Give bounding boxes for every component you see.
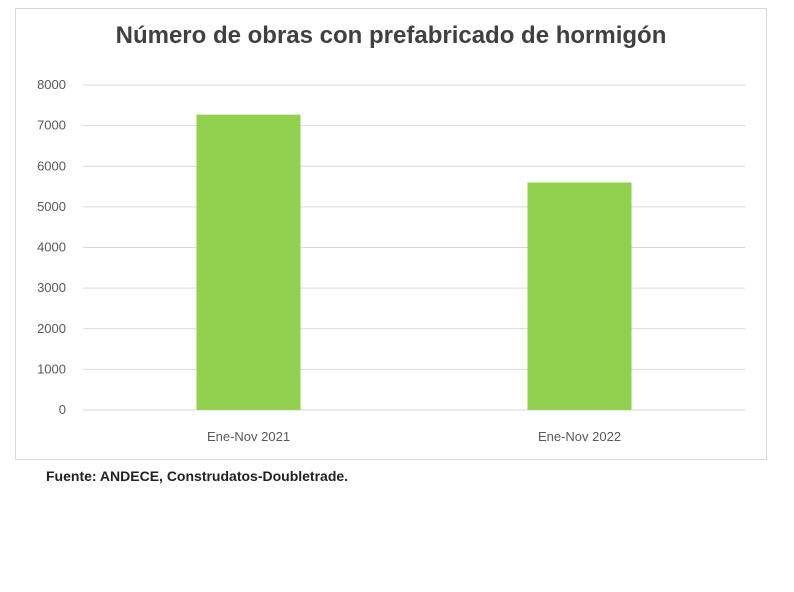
bar [527, 182, 632, 410]
y-tick-label: 7000 [37, 118, 66, 133]
y-tick-label: 6000 [37, 158, 66, 173]
source-note: Fuente: ANDECE, Construdatos-Doubletrade… [46, 468, 349, 484]
x-tick-label: Ene-Nov 2022 [538, 429, 621, 444]
chart-title: Número de obras con prefabricado de horm… [115, 22, 667, 49]
y-axis-ticks: 0 1000 2000 3000 4000 5000 6000 7000 8000 [37, 77, 66, 417]
y-tick-label: 8000 [37, 77, 66, 92]
grid-lines [83, 84, 745, 411]
x-axis-ticks: Ene-Nov 2021 Ene-Nov 2022 [207, 429, 621, 444]
x-tick-label: Ene-Nov 2021 [207, 429, 290, 444]
y-tick-label: 3000 [37, 280, 66, 295]
y-tick-label: 5000 [37, 199, 66, 214]
chart-frame [15, 8, 767, 460]
bar [196, 114, 301, 410]
y-tick-label: 0 [59, 402, 66, 417]
bars [196, 114, 632, 410]
y-tick-label: 4000 [37, 240, 66, 255]
y-tick-label: 1000 [37, 361, 66, 376]
y-tick-label: 2000 [37, 321, 66, 336]
